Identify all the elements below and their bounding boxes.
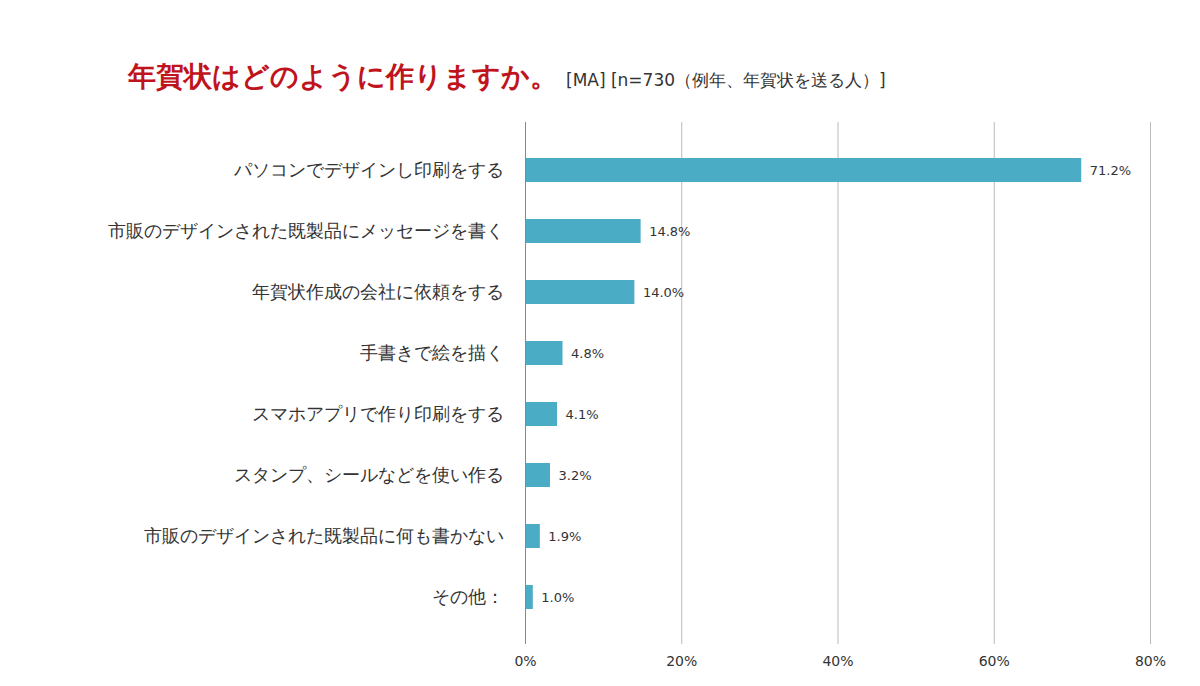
svg-text:市販のデザインされた既製品にメッセージを書く: 市販のデザインされた既製品にメッセージを書く [108,220,504,241]
html-text:年賀状はどのように作りますか。 [MA] [n=730（例年: 年賀状はどのように作りますか。 [MA] [n=730（例年、年賀状を送る人）] [128,60,886,93]
svg-text:その他：: その他： [432,586,504,607]
svg-text:1.9%: 1.9% [548,529,581,544]
svg-text:4.1%: 4.1% [566,407,599,422]
svg-text:手書きで絵を描く: 手書きで絵を描く [360,342,504,363]
svg-text:14.0%: 14.0% [643,285,684,300]
svg-text:14.8%: 14.8% [649,224,690,239]
svg-text:60%: 60% [979,653,1010,669]
svg-text:1.0%: 1.0% [541,589,575,605]
svg-text:パソコンでデザインし印刷をする: パソコンでデザインし印刷をする [233,159,504,180]
svg-text:年賀状作成の会社に依頼をする: 年賀状作成の会社に依頼をする [252,281,504,302]
svg-text:市販のデザインされた既製品に何も書かない: 市販のデザインされた既製品に何も書かない [144,525,504,546]
svg-text:0%: 0% [514,653,536,669]
svg-text:80%: 80% [1135,653,1166,669]
svg-text:40%: 40% [822,653,853,669]
svg-text:スタンプ、シールなどを使い作る: スタンプ、シールなどを使い作る [234,464,504,485]
svg-text:3.2%: 3.2% [559,468,592,483]
svg-text:4.8%: 4.8% [571,346,604,361]
svg-text:20%: 20% [666,653,697,669]
svg-text:スマホアプリで作り印刷をする: スマホアプリで作り印刷をする [252,403,504,424]
svg-text:71.2%: 71.2% [1090,163,1131,178]
